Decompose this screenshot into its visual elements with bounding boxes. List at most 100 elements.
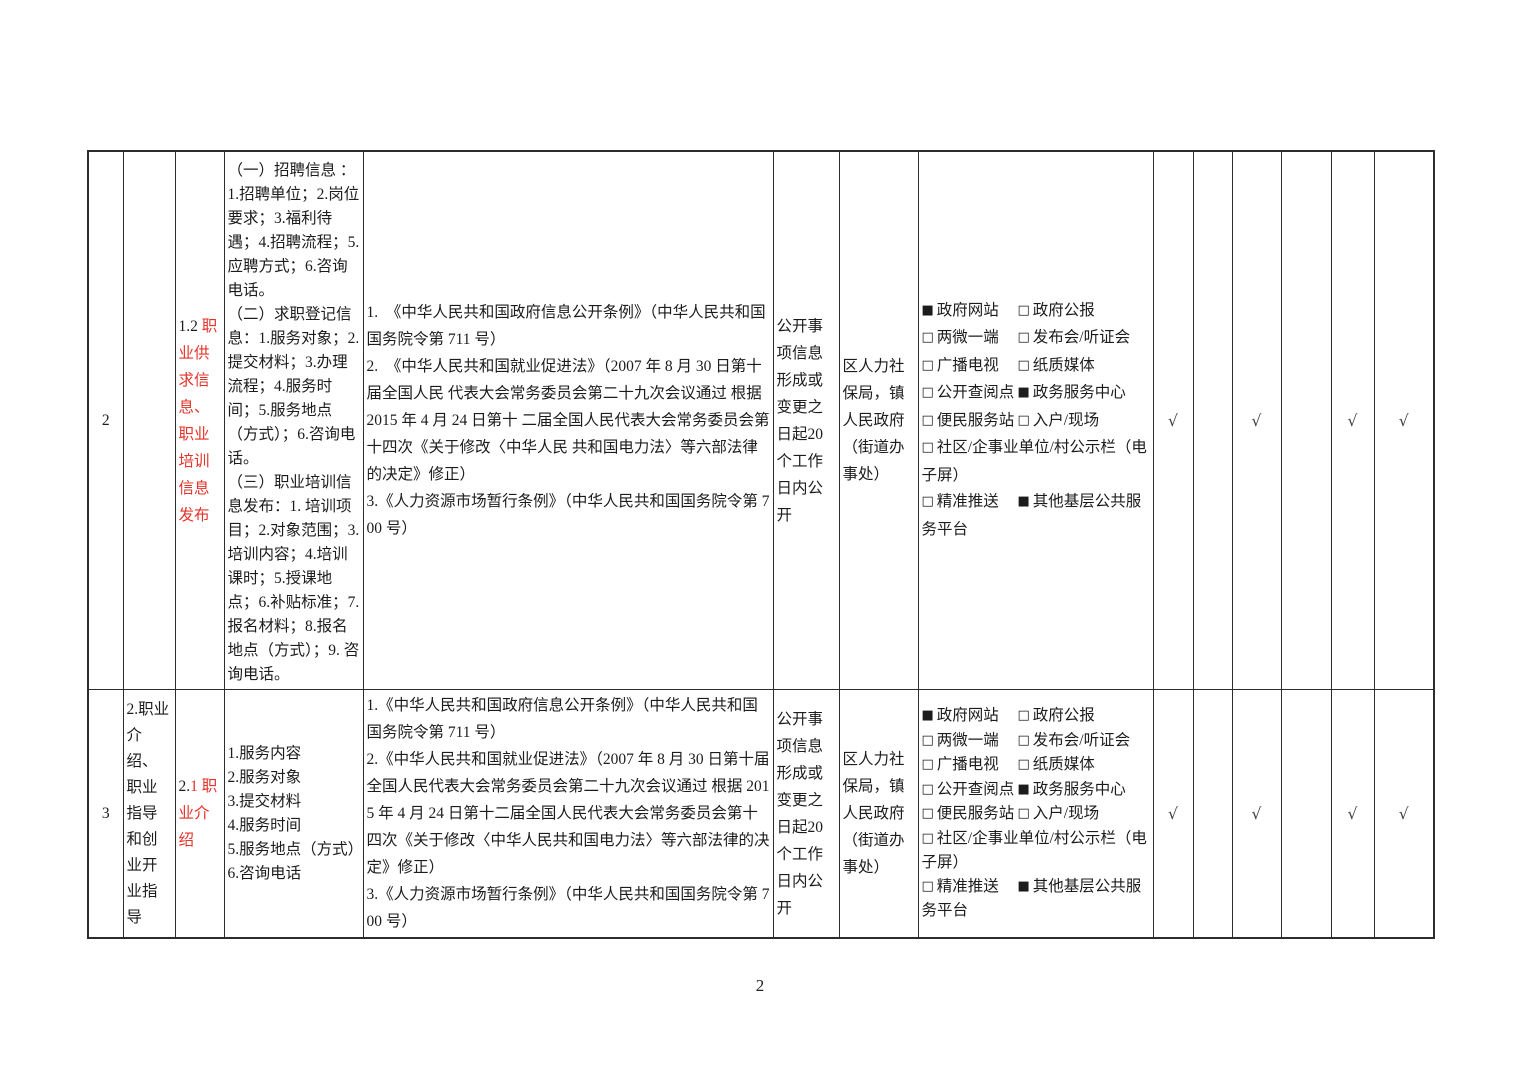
channel-option: □ 发布会/听证会 <box>1018 329 1131 346</box>
category-cell: 2.职业介绍、职业指导和创业开业指导 <box>122 689 176 939</box>
checkbox-unchecked-icon: □ <box>921 781 934 797</box>
mark-cell: √ <box>1152 689 1194 939</box>
agency-cell: 区人力社保局，镇人民政府（街道办事处） <box>838 689 919 939</box>
checkbox-unchecked-icon: □ <box>1017 806 1030 822</box>
channel-row: ■ 政府网站 □ 政府公报 <box>922 704 1150 729</box>
text-line: 3.《人力资源市场暂行条例》（中华人民共和国国务院令第 700 号） <box>366 886 770 930</box>
text-line: 3.《人力资源市场暂行条例》（中华人民共和国国务院令第 700 号） <box>366 493 770 537</box>
item-number: 1.2 <box>178 317 202 335</box>
text-line: （三）职业培训信息发布：1. 培训项目；2.对象范围；3.培训内容；4.培训课时… <box>227 474 360 683</box>
legal-basis-cell: 1.《中华人民共和国政府信息公开条例》（中华人民共和国国务院令第 711 号） 2… <box>362 689 774 939</box>
mark-cell: √ <box>1373 150 1435 690</box>
item-cell: 2.1 职业介绍 <box>174 689 225 939</box>
channel-label: 广播电视 <box>936 756 999 774</box>
channel-option: □ 政府公报 <box>1018 707 1095 724</box>
channel-row: □ 社区/企事业单位/村公示栏（电子屏） <box>922 827 1150 875</box>
checkbox-unchecked-icon: □ <box>1017 708 1030 724</box>
channel-label: 社区/企事业单位/村公示栏（电子屏） <box>921 829 1147 872</box>
channel-option: □ 发布会/听证会 <box>1018 732 1131 749</box>
channel-label: 广播电视 <box>936 356 999 374</box>
text-line: 4.服务时间 <box>227 816 302 834</box>
channel-option: ■ 其他基层公共服务平台 <box>922 878 1142 920</box>
channel-row: □ 便民服务站 □ 入户/现场 <box>922 802 1150 827</box>
checkbox-checked-icon: ■ <box>1017 781 1030 797</box>
channel-label: 政府公报 <box>1032 707 1095 725</box>
channel-label: 发布会/听证会 <box>1032 731 1131 749</box>
mark-cell: √ <box>1231 689 1282 939</box>
checkbox-unchecked-icon: □ <box>1017 412 1030 428</box>
mark-cell <box>1192 150 1233 690</box>
text-line: 6.咨询电话 <box>227 864 302 882</box>
checkbox-unchecked-icon: □ <box>1017 732 1030 748</box>
checkbox-unchecked-icon: □ <box>1017 330 1030 346</box>
channels-cell: ■ 政府网站 □ 政府公报 □ 两微一端 □ 发布会/听证会 □ 广播电视 □ 纸质媒体 □ 公开查阅点 ■… <box>917 689 1154 939</box>
checkbox-unchecked-icon: □ <box>921 732 934 748</box>
channel-option: □ 公开查阅点 <box>922 778 1018 803</box>
mark-cell: √ <box>1373 689 1435 939</box>
channel-label: 便民服务站 <box>936 411 1015 429</box>
time-limit-cell: 公开事项信息形成或变更之日起20个工作日内公开 <box>772 150 840 690</box>
legal-basis-cell: 1. 《中华人民共和国政府信息公开条例》（中华人民共和国国务院令第 711 号）… <box>362 150 774 690</box>
item-name: 职业供求信息、职业培训信息发布 <box>178 317 218 524</box>
channel-option: □ 两微一端 <box>922 325 1018 353</box>
mark-cell <box>1192 689 1233 939</box>
text-line: 1.服务内容 <box>227 744 302 762</box>
channel-label: 入户/现场 <box>1032 411 1100 429</box>
channel-option: □ 社区/企事业单位/村公示栏（电子屏） <box>922 439 1147 484</box>
time-limit-cell: 公开事项信息形成或变更之日起20个工作日内公开 <box>772 689 840 939</box>
channel-label: 政务服务中心 <box>1032 780 1126 798</box>
row-number-cell: 3 <box>87 689 124 939</box>
channel-label: 公开查阅点 <box>936 384 1015 402</box>
checkbox-unchecked-icon: □ <box>921 440 934 456</box>
channel-row: □ 两微一端 □ 发布会/听证会 <box>922 325 1150 353</box>
checkbox-unchecked-icon: □ <box>921 494 934 510</box>
checkbox-checked-icon: ■ <box>1017 878 1030 894</box>
channel-label: 两微一端 <box>936 731 999 749</box>
channel-label: 便民服务站 <box>936 805 1015 823</box>
disclosure-table: 2 1.2 职业供求信息、职业培训信息发布 （一）招聘信息 ：1.招聘单位；2.… <box>87 150 1435 939</box>
content-cell: （一）招聘信息 ：1.招聘单位；2.岗位要求；3.福利待遇；4.招聘流程；5.应… <box>223 150 364 690</box>
channel-option: ■ 政务服务中心 <box>1018 781 1126 798</box>
checkbox-checked-icon: ■ <box>921 708 934 724</box>
checkbox-unchecked-icon: □ <box>921 878 934 894</box>
channel-option: ■ 政务服务中心 <box>1018 384 1126 401</box>
channel-label: 纸质媒体 <box>1032 356 1095 374</box>
checkbox-unchecked-icon: □ <box>921 385 934 401</box>
mark-cell <box>1280 150 1332 690</box>
text-line: 1.《中华人民共和国政府信息公开条例》（中华人民共和国国务院令第 711 号） <box>366 697 758 741</box>
channel-option: □ 公开查阅点 <box>922 380 1018 408</box>
channel-label: 发布会/听证会 <box>1032 329 1131 347</box>
category-cell <box>122 150 176 690</box>
checkbox-checked-icon: ■ <box>1017 385 1030 401</box>
channel-option: □ 精准推送 <box>922 489 1018 517</box>
checkbox-unchecked-icon: □ <box>1017 302 1030 318</box>
channel-option: □ 纸质媒体 <box>1018 756 1095 773</box>
channel-label: 政府网站 <box>936 707 999 725</box>
checkbox-checked-icon: ■ <box>1017 494 1030 510</box>
mark-cell: √ <box>1231 150 1282 690</box>
channel-row: ■ 政府网站 □ 政府公报 <box>922 298 1150 326</box>
checkbox-checked-icon: ■ <box>921 302 934 318</box>
item-name: 1 职业介绍 <box>178 778 218 849</box>
channel-row: □ 广播电视 □ 纸质媒体 <box>922 353 1150 381</box>
channel-row: □ 公开查阅点 ■ 政务服务中心 <box>922 380 1150 408</box>
channel-label: 精准推送 <box>936 877 999 895</box>
channel-row: □ 精准推送 ■ 其他基层公共服务平台 <box>922 875 1150 923</box>
text-line: （一）招聘信息 ：1.招聘单位；2.岗位要求；3.福利待遇；4.招聘流程；5.应… <box>227 162 360 299</box>
channel-option: □ 广播电视 <box>922 753 1018 778</box>
channel-option: □ 精准推送 <box>922 875 1018 900</box>
channel-option: ■ 政府网站 <box>922 298 1018 326</box>
text-line: 2.服务对象 <box>227 768 302 786</box>
text-line: 5.服务地点（方式） <box>227 840 363 858</box>
mark-cell: √ <box>1152 150 1194 690</box>
text-line: （二）求职登记信息：1.服务对象；2.提交材料；3.办理流程；4.服务时间；5.… <box>227 306 360 467</box>
checkbox-unchecked-icon: □ <box>1017 757 1030 773</box>
channel-label: 其他基层公共服务平台 <box>921 493 1142 538</box>
checkbox-unchecked-icon: □ <box>1017 357 1030 373</box>
table-row: 2 1.2 职业供求信息、职业培训信息发布 （一）招聘信息 ：1.招聘单位；2.… <box>87 150 1435 690</box>
checkbox-unchecked-icon: □ <box>921 830 934 846</box>
channel-row: □ 两微一端 □ 发布会/听证会 <box>922 729 1150 754</box>
channel-row: □ 公开查阅点 ■ 政务服务中心 <box>922 778 1150 803</box>
channel-option: □ 入户/现场 <box>1018 412 1100 429</box>
